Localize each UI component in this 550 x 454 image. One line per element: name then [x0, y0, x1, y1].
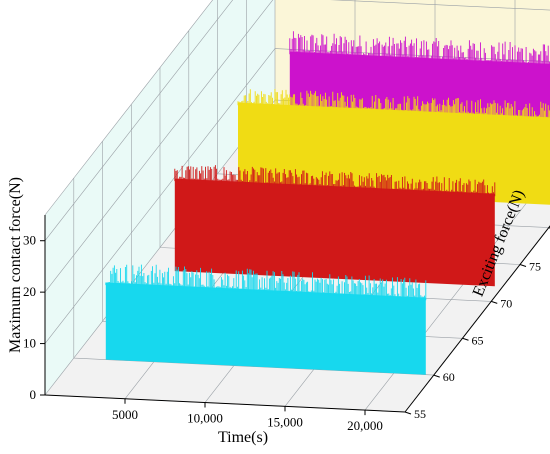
x-tick-label: 20,000 — [347, 418, 383, 433]
y-axis-title: Maximum contact force(N) — [7, 177, 24, 353]
series-area — [105, 282, 426, 375]
series-area — [174, 178, 495, 287]
series-spikes — [237, 89, 550, 120]
grid-line-y — [44, 0, 214, 216]
y-tick-label: 10 — [23, 336, 36, 351]
axes: 500010,00015,00020,000010203055606570758… — [23, 215, 550, 433]
z-tick — [404, 411, 412, 415]
x-axis-title: Time(s) — [218, 429, 268, 446]
grid-line-y — [44, 0, 234, 241]
x-tick-label: 15,000 — [267, 414, 303, 429]
z-tick — [462, 337, 469, 341]
series-spikes — [174, 165, 496, 197]
z-tick — [491, 300, 498, 304]
x-tick-label: 10,000 — [187, 411, 223, 426]
y-tick-label: 20 — [23, 284, 36, 299]
series-spikes — [289, 31, 550, 67]
z-tick-label: 55 — [414, 407, 426, 421]
series-spikes — [105, 264, 427, 301]
z-tick — [433, 374, 440, 378]
z-tick — [519, 264, 527, 267]
x-tick-label: 5000 — [112, 407, 138, 422]
z-tick-label: 65 — [472, 333, 484, 347]
y-tick-label: 30 — [23, 233, 36, 248]
z-tick-label: 75 — [529, 260, 541, 274]
series-band-60 — [105, 264, 427, 375]
grid-line-x — [364, 172, 550, 411]
y-tick-label: 0 — [30, 387, 37, 402]
z-tick-label: 70 — [500, 296, 512, 310]
z-tick-label: 60 — [443, 370, 455, 384]
series-layer — [105, 31, 550, 375]
x-axis-line — [44, 394, 406, 413]
series-band-72 — [174, 165, 496, 287]
